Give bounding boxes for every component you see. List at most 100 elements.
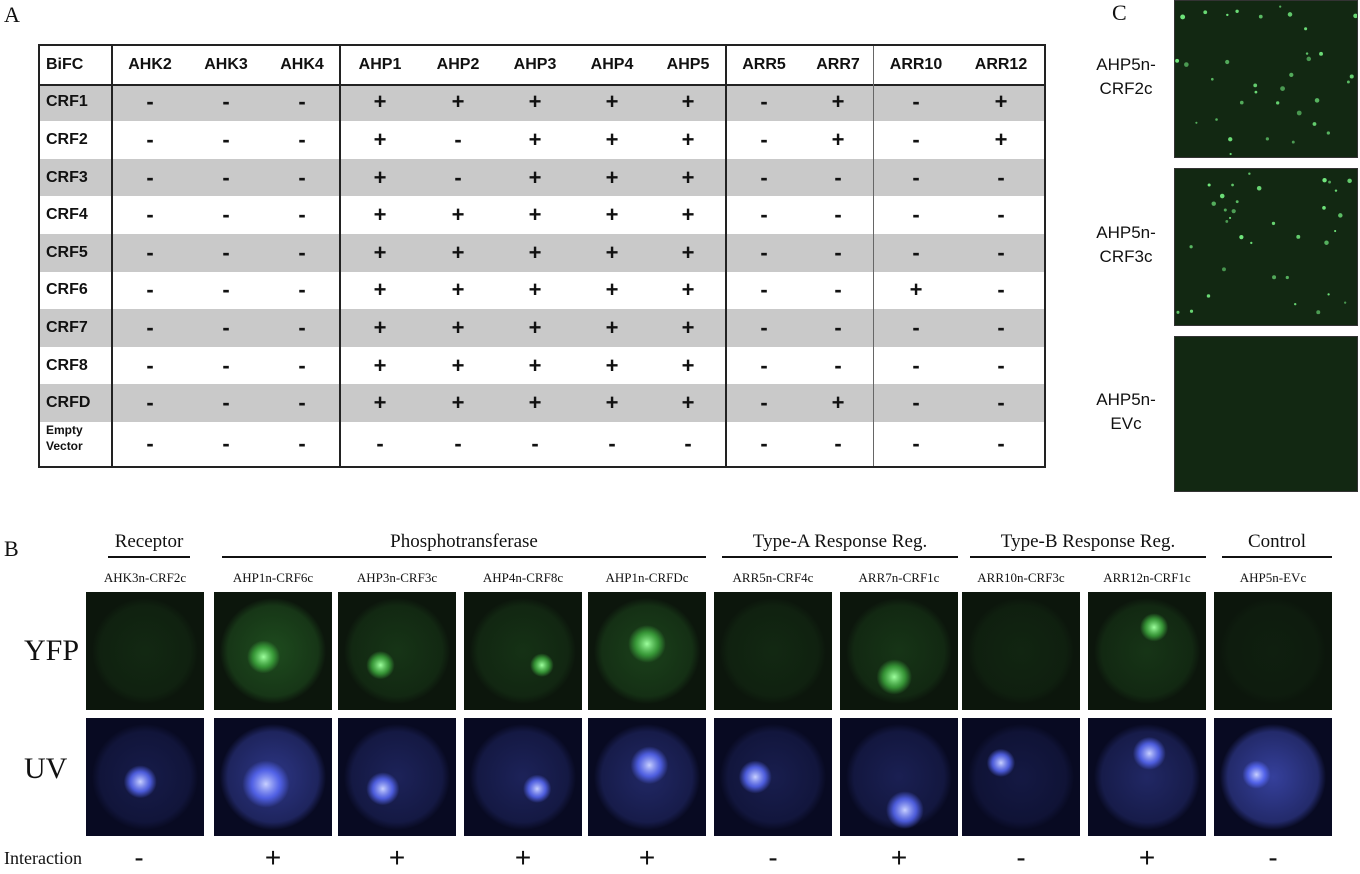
interaction-value: - bbox=[834, 202, 842, 228]
condition-label: AHK3n-CRF2c bbox=[103, 570, 187, 585]
table-row: CRF7 - - - + + + + + - - - - bbox=[40, 309, 1044, 347]
interaction-value: - bbox=[834, 239, 842, 265]
row-label: CRF1 bbox=[46, 93, 88, 111]
group-rule bbox=[970, 556, 1206, 558]
interaction-value: + bbox=[528, 202, 542, 228]
yfp-micrograph bbox=[214, 592, 332, 710]
interaction-value: + bbox=[373, 239, 387, 265]
interaction-value: - bbox=[997, 277, 1005, 303]
interaction-value: - bbox=[146, 431, 154, 456]
uv-micrograph bbox=[714, 718, 832, 836]
interaction-value: - bbox=[146, 89, 154, 115]
panel-c-micrograph bbox=[1174, 0, 1358, 158]
interaction-value: + bbox=[605, 277, 619, 303]
interaction-result: + bbox=[890, 842, 908, 873]
interaction-value: - bbox=[912, 89, 920, 115]
yfp-micrograph bbox=[714, 592, 832, 710]
interaction-result: + bbox=[388, 842, 406, 873]
column-divider bbox=[111, 46, 113, 466]
interaction-value: - bbox=[222, 314, 230, 340]
table-row: CRF5 - - - + + + + + - - - - bbox=[40, 234, 1044, 272]
interaction-value: - bbox=[912, 431, 920, 456]
group-title: Type-B Response Reg. bbox=[1000, 531, 1176, 552]
interaction-value: - bbox=[997, 390, 1005, 416]
condition-label: AHP4n-CRF8c bbox=[482, 570, 564, 585]
group-rule bbox=[108, 556, 190, 558]
interaction-value: + bbox=[831, 126, 845, 152]
yfp-row-label: YFP bbox=[24, 634, 80, 667]
bifc-interaction-table: BiFC AHK2 AHK3 AHK4 AHP1 AHP2 AHP3 AHP4 AHP5 ARR5… bbox=[38, 44, 1046, 468]
interaction-value: + bbox=[681, 202, 695, 228]
interaction-value: - bbox=[834, 352, 842, 378]
interaction-value: - bbox=[146, 164, 154, 190]
interaction-value: - bbox=[912, 126, 920, 152]
uv-micrograph bbox=[840, 718, 958, 836]
interaction-value: + bbox=[605, 314, 619, 340]
panel-c-label-line: AHP5n- bbox=[1096, 390, 1156, 409]
group-rule bbox=[1222, 556, 1332, 558]
interaction-value: + bbox=[681, 277, 695, 303]
interaction-value: - bbox=[298, 239, 306, 265]
interaction-value: + bbox=[373, 164, 387, 190]
interaction-value: - bbox=[760, 239, 768, 265]
interaction-value: - bbox=[298, 126, 306, 152]
interaction-row-label: Interaction bbox=[4, 848, 82, 868]
interaction-value: + bbox=[605, 390, 619, 416]
interaction-result: + bbox=[1138, 842, 1156, 873]
interaction-result: + bbox=[514, 842, 532, 873]
interaction-value: + bbox=[994, 89, 1008, 115]
table-row: CRF3 - - - + - + + + - - - - bbox=[40, 158, 1044, 197]
interaction-value: - bbox=[997, 202, 1005, 228]
condition-label: ARR7n-CRF1c bbox=[858, 570, 940, 585]
uv-micrograph bbox=[588, 718, 706, 836]
yfp-micrograph bbox=[338, 592, 456, 710]
interaction-value: - bbox=[146, 277, 154, 303]
condition-label: ARR12n-CRF1c bbox=[1103, 570, 1191, 585]
table-row: Empty Vector - - - - - - - - - - - - bbox=[40, 422, 1044, 466]
interaction-value: + bbox=[373, 89, 387, 115]
interaction-value: - bbox=[454, 126, 462, 152]
interaction-value: + bbox=[528, 126, 542, 152]
interaction-value: - bbox=[912, 164, 920, 190]
interaction-value: - bbox=[608, 431, 616, 456]
interaction-value: - bbox=[997, 352, 1005, 378]
row-label: CRF2 bbox=[46, 130, 88, 148]
interaction-value: - bbox=[146, 314, 154, 340]
column-header: ARR10 bbox=[889, 55, 943, 73]
table-row: CRF6 - - - + + + + + - - + - bbox=[40, 272, 1044, 310]
group-title: Phosphotransferase bbox=[390, 531, 538, 552]
interaction-value: - bbox=[146, 126, 154, 152]
interaction-value: - bbox=[912, 352, 920, 378]
interaction-value: - bbox=[146, 239, 154, 265]
row-label: CRF7 bbox=[46, 318, 88, 336]
column-divider bbox=[725, 46, 727, 466]
row-label: CRF5 bbox=[46, 243, 88, 261]
interaction-value: + bbox=[373, 202, 387, 228]
column-header: ARR7 bbox=[816, 55, 860, 73]
interaction-value: + bbox=[605, 89, 619, 115]
uv-micrograph bbox=[1214, 718, 1332, 836]
interaction-value: + bbox=[605, 352, 619, 378]
condition-label: ARR5n-CRF4c bbox=[732, 570, 814, 585]
panel-c-label-line: CRF3c bbox=[1099, 247, 1153, 266]
interaction-value: - bbox=[760, 352, 768, 378]
interaction-value: - bbox=[912, 390, 920, 416]
interaction-value: - bbox=[760, 126, 768, 152]
column-header: AHK3 bbox=[204, 55, 248, 73]
interaction-value: - bbox=[760, 314, 768, 340]
interaction-result: + bbox=[264, 842, 282, 873]
interaction-value: + bbox=[528, 390, 542, 416]
column-header: AHP1 bbox=[358, 55, 402, 73]
panel-c-label: AHP5n- CRF3c bbox=[1080, 221, 1172, 269]
column-divider bbox=[873, 46, 874, 466]
interaction-value: - bbox=[298, 202, 306, 228]
condition-label: AHP1n-CRF6c bbox=[232, 570, 314, 585]
interaction-value: + bbox=[451, 314, 465, 340]
column-header: ARR5 bbox=[742, 55, 786, 73]
interaction-value: + bbox=[528, 352, 542, 378]
table-row: CRF8 - - - + + + + + - - - - bbox=[40, 347, 1044, 385]
interaction-value: + bbox=[681, 314, 695, 340]
interaction-value: + bbox=[451, 352, 465, 378]
panel-letter-b: B bbox=[4, 536, 19, 561]
uv-micrograph bbox=[338, 718, 456, 836]
